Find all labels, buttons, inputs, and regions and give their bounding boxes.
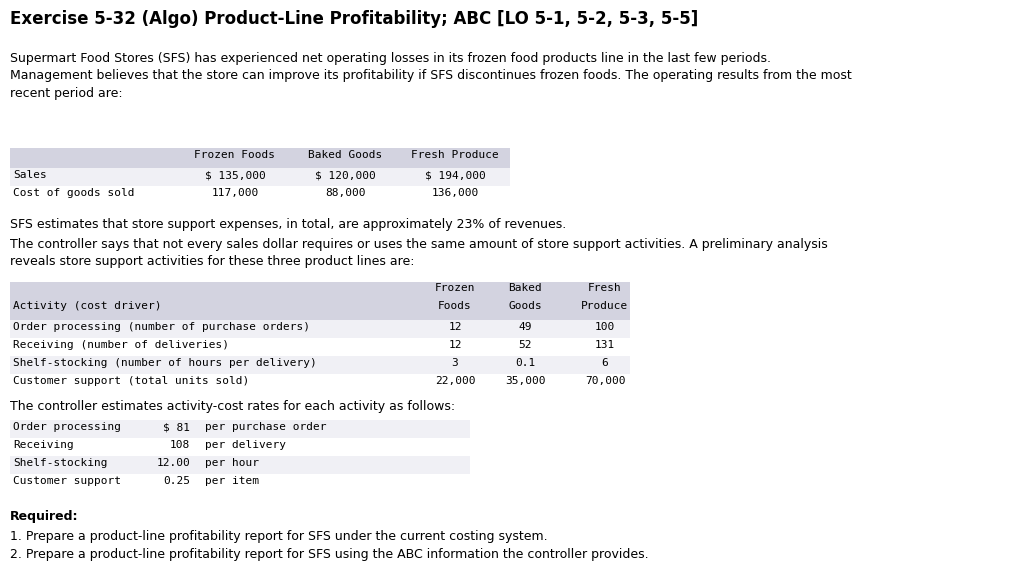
Text: per hour: per hour [205, 458, 259, 468]
Text: $ 194,000: $ 194,000 [425, 170, 485, 180]
FancyBboxPatch shape [10, 474, 470, 492]
Text: $ 135,000: $ 135,000 [205, 170, 265, 180]
Text: Cost of goods sold: Cost of goods sold [13, 188, 134, 198]
Text: per delivery: per delivery [205, 440, 286, 450]
FancyBboxPatch shape [10, 456, 470, 474]
Text: Produce: Produce [581, 301, 629, 311]
FancyBboxPatch shape [10, 148, 510, 168]
FancyBboxPatch shape [10, 374, 630, 392]
Text: Order processing (number of purchase orders): Order processing (number of purchase ord… [13, 322, 310, 332]
Text: The controller estimates activity-cost rates for each activity as follows:: The controller estimates activity-cost r… [10, 400, 455, 413]
FancyBboxPatch shape [10, 338, 630, 356]
Text: The controller says that not every sales dollar requires or uses the same amount: The controller says that not every sales… [10, 238, 827, 269]
Text: Exercise 5-32 (Algo) Product-Line Profitability; ABC [LO 5-1, 5-2, 5-3, 5-5]: Exercise 5-32 (Algo) Product-Line Profit… [10, 10, 698, 28]
Text: 12: 12 [448, 322, 462, 332]
Text: 70,000: 70,000 [585, 376, 626, 386]
Text: 6: 6 [601, 358, 608, 368]
Text: $ 120,000: $ 120,000 [315, 170, 375, 180]
FancyBboxPatch shape [10, 186, 510, 204]
Text: Fresh Produce: Fresh Produce [411, 150, 498, 160]
Text: Fresh: Fresh [588, 283, 622, 293]
Text: per purchase order: per purchase order [205, 422, 327, 432]
Text: Sales: Sales [13, 170, 46, 180]
Text: 12: 12 [448, 340, 462, 350]
Text: 0.25: 0.25 [163, 476, 190, 486]
Text: per item: per item [205, 476, 259, 486]
Text: 2. Prepare a product-line profitability report for SFS using the ABC information: 2. Prepare a product-line profitability … [10, 548, 649, 561]
Text: 131: 131 [595, 340, 615, 350]
FancyBboxPatch shape [10, 438, 470, 456]
Text: 3: 3 [452, 358, 458, 368]
Text: Activity (cost driver): Activity (cost driver) [13, 301, 161, 311]
Text: Supermart Food Stores (SFS) has experienced net operating losses in its frozen f: Supermart Food Stores (SFS) has experien… [10, 52, 852, 100]
Text: 1. Prepare a product-line profitability report for SFS under the current costing: 1. Prepare a product-line profitability … [10, 530, 548, 543]
Text: Shelf-stocking: Shelf-stocking [13, 458, 108, 468]
FancyBboxPatch shape [10, 282, 630, 320]
Text: Receiving (number of deliveries): Receiving (number of deliveries) [13, 340, 229, 350]
Text: 12.00: 12.00 [156, 458, 190, 468]
Text: 22,000: 22,000 [435, 376, 475, 386]
Text: Baked Goods: Baked Goods [308, 150, 382, 160]
Text: Required:: Required: [10, 510, 79, 523]
Text: 108: 108 [170, 440, 190, 450]
Text: 49: 49 [519, 322, 532, 332]
Text: 136,000: 136,000 [432, 188, 478, 198]
Text: 0.1: 0.1 [515, 358, 535, 368]
FancyBboxPatch shape [10, 320, 630, 338]
Text: Customer support: Customer support [13, 476, 121, 486]
Text: Receiving: Receiving [13, 440, 74, 450]
Text: 100: 100 [595, 322, 615, 332]
Text: 35,000: 35,000 [504, 376, 545, 386]
Text: Frozen Foods: Frozen Foods [195, 150, 275, 160]
Text: 88,000: 88,000 [325, 188, 365, 198]
FancyBboxPatch shape [10, 356, 630, 374]
FancyBboxPatch shape [10, 168, 510, 186]
Text: Customer support (total units sold): Customer support (total units sold) [13, 376, 249, 386]
Text: 52: 52 [519, 340, 532, 350]
Text: Foods: Foods [438, 301, 472, 311]
Text: Goods: Goods [509, 301, 542, 311]
Text: Order processing: Order processing [13, 422, 121, 432]
Text: 117,000: 117,000 [211, 188, 258, 198]
Text: Baked: Baked [509, 283, 542, 293]
Text: SFS estimates that store support expenses, in total, are approximately 23% of re: SFS estimates that store support expense… [10, 218, 566, 231]
Text: Frozen: Frozen [435, 283, 475, 293]
FancyBboxPatch shape [10, 420, 470, 438]
Text: Shelf-stocking (number of hours per delivery): Shelf-stocking (number of hours per deli… [13, 358, 317, 368]
Text: $ 81: $ 81 [163, 422, 190, 432]
